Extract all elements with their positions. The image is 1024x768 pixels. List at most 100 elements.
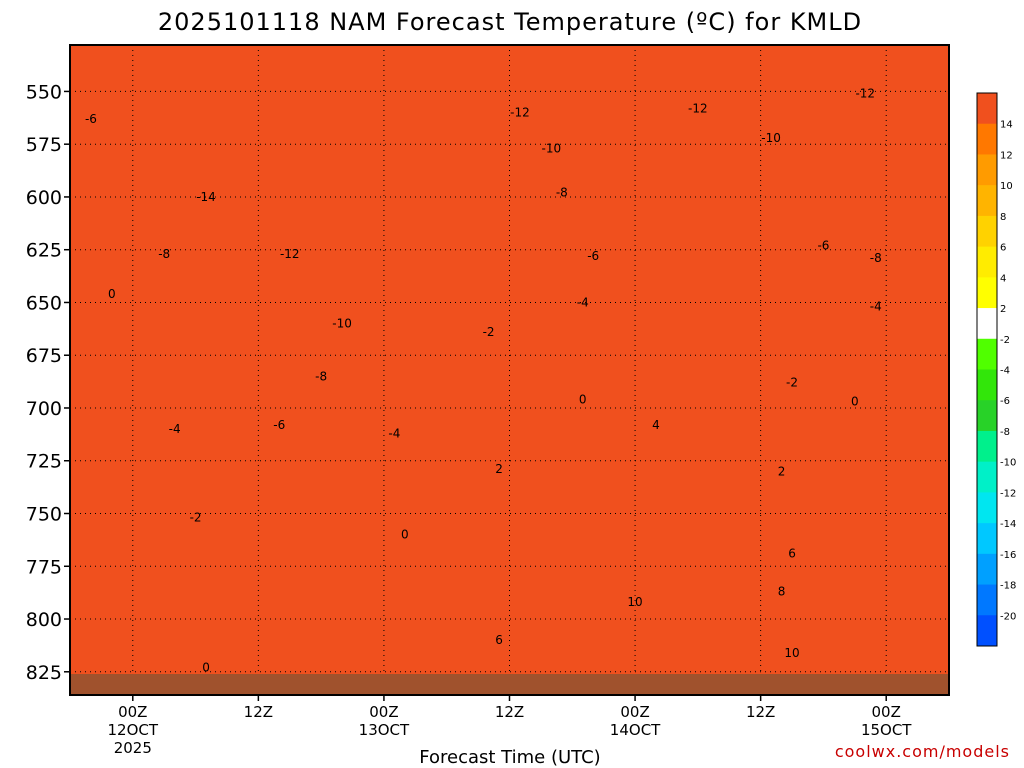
colorbar-swatch xyxy=(977,369,997,401)
colorbar-swatch xyxy=(977,553,997,586)
x-tick-date-label: 15OCT xyxy=(861,721,912,739)
y-tick-label: 650 xyxy=(26,292,62,314)
chart-title: 2025101118 NAM Forecast Temperature (ºC)… xyxy=(158,8,862,36)
contour-label: 0 xyxy=(401,528,409,542)
colorbar-label: -12 xyxy=(1000,488,1016,499)
colorbar-label: 12 xyxy=(1000,150,1013,161)
colorbar-swatch xyxy=(977,400,997,432)
colorbar-swatch xyxy=(977,430,997,463)
y-tick-label: 825 xyxy=(26,662,62,684)
contour-label: -8 xyxy=(870,251,882,265)
colorbar-swatch xyxy=(977,461,997,493)
y-tick-label: 675 xyxy=(26,345,62,367)
colorbar-swatch xyxy=(977,93,997,125)
colorbar-swatch xyxy=(977,492,997,524)
x-axis-label: Forecast Time (UTC) xyxy=(419,747,600,768)
contour-label: -4 xyxy=(169,422,181,436)
colorbar-label: -6 xyxy=(1000,396,1010,407)
contour-label: -4 xyxy=(870,300,882,314)
y-tick-label: 725 xyxy=(26,451,62,473)
colorbar-label: -18 xyxy=(1000,581,1016,592)
contour-label: -6 xyxy=(817,238,829,252)
ground-terrain xyxy=(70,674,949,695)
x-tick-date-label: 13OCT xyxy=(359,721,410,739)
contour-label: 10 xyxy=(627,595,642,609)
x-tick-label: 00Z xyxy=(118,703,147,721)
colorbar-label: 14 xyxy=(1000,120,1013,131)
contour-label: 6 xyxy=(788,547,796,561)
colorbar-label: 2 xyxy=(1000,304,1006,315)
colorbar-label: 8 xyxy=(1000,212,1006,223)
contour-label: 0 xyxy=(108,287,116,301)
colorbar: 14 12 10 8 6 4 2 -2 -4 -6 -8 -10 -12 -14 -16 -18 -20 xyxy=(976,92,1016,647)
colorbar-swatch xyxy=(977,338,997,370)
colorbar-swatch xyxy=(977,277,997,309)
colorbar-label: -16 xyxy=(1000,550,1016,561)
x-tick-date-label: 14OCT xyxy=(610,721,661,739)
x-tick-label: 12Z xyxy=(495,703,524,721)
contour-label: -10 xyxy=(761,131,781,145)
plot-area: -6 -14 -8 -12 -10 -8 -6 -4 -2 0 0 -4 0 -12 -10 -8 -6 -4 -2… xyxy=(70,45,949,695)
contour-label: -12 xyxy=(855,87,875,101)
contour-label: 10 xyxy=(784,646,799,660)
y-tick-label: 775 xyxy=(26,556,62,578)
y-axis: 550 575 600 625 650 675 700 725 750 775 800 825 xyxy=(26,81,70,684)
contour-label: 0 xyxy=(579,393,587,407)
x-tick-label: 00Z xyxy=(872,703,901,721)
x-tick-date-label: 12OCT xyxy=(108,721,159,739)
contour-label: -14 xyxy=(196,190,216,204)
colorbar-swatch xyxy=(977,123,997,155)
contour-label: -8 xyxy=(556,186,568,200)
contour-label: 0 xyxy=(202,661,210,675)
colorbar-swatch xyxy=(977,246,997,278)
contour-label: 2 xyxy=(778,464,786,478)
contour-label: -4 xyxy=(388,426,400,440)
contour-label: -12 xyxy=(280,247,300,261)
colorbar-swatch xyxy=(977,185,997,217)
contour-label: -10 xyxy=(332,317,352,331)
contour-label: 8 xyxy=(778,585,786,599)
colorbar-label: 6 xyxy=(1000,243,1006,254)
colorbar-label: -10 xyxy=(1000,458,1016,469)
contour-label: -6 xyxy=(587,249,599,263)
contour-label: -8 xyxy=(315,369,327,383)
contour-label: -6 xyxy=(273,418,285,432)
y-tick-label: 800 xyxy=(26,609,62,631)
colorbar-swatch xyxy=(977,584,997,616)
colorbar-swatch xyxy=(977,523,997,555)
contour-label: 6 xyxy=(495,633,503,647)
contour-label: 0 xyxy=(851,395,859,409)
credit-text: coolwx.com/models xyxy=(835,742,1010,761)
y-tick-label: 550 xyxy=(26,81,62,103)
colorbar-frame xyxy=(976,92,998,647)
contour-label: -4 xyxy=(577,295,589,309)
colorbar-label: -20 xyxy=(1000,611,1016,622)
y-tick-label: 700 xyxy=(26,398,62,420)
y-tick-label: 625 xyxy=(26,240,62,262)
colorbar-swatch xyxy=(977,215,997,248)
contour-label: -12 xyxy=(510,106,530,120)
contour-label: -2 xyxy=(190,511,202,525)
colorbar-swatch xyxy=(977,308,997,340)
contour-label: 4 xyxy=(652,418,660,432)
colorbar-label: -8 xyxy=(1000,427,1010,438)
y-tick-label: 600 xyxy=(26,187,62,209)
y-tick-label: 750 xyxy=(26,504,62,526)
x-tick-label: 12Z xyxy=(746,703,775,721)
colorbar-swatch xyxy=(977,615,997,647)
contour-label: -10 xyxy=(542,141,562,155)
x-tick-label: 00Z xyxy=(620,703,649,721)
contour-label: -8 xyxy=(158,247,170,261)
contour-label: -6 xyxy=(85,112,97,126)
contour-label: -2 xyxy=(786,376,798,390)
x-tick-year-label: 2025 xyxy=(114,739,152,757)
y-tick-label: 575 xyxy=(26,134,62,156)
contour-label: -2 xyxy=(483,325,495,339)
colorbar-label: -4 xyxy=(1000,366,1010,377)
x-tick-label: 00Z xyxy=(369,703,398,721)
colorbar-label: -2 xyxy=(1000,335,1010,346)
contour-label: -12 xyxy=(688,101,708,115)
colorbar-label: 4 xyxy=(1000,273,1006,284)
